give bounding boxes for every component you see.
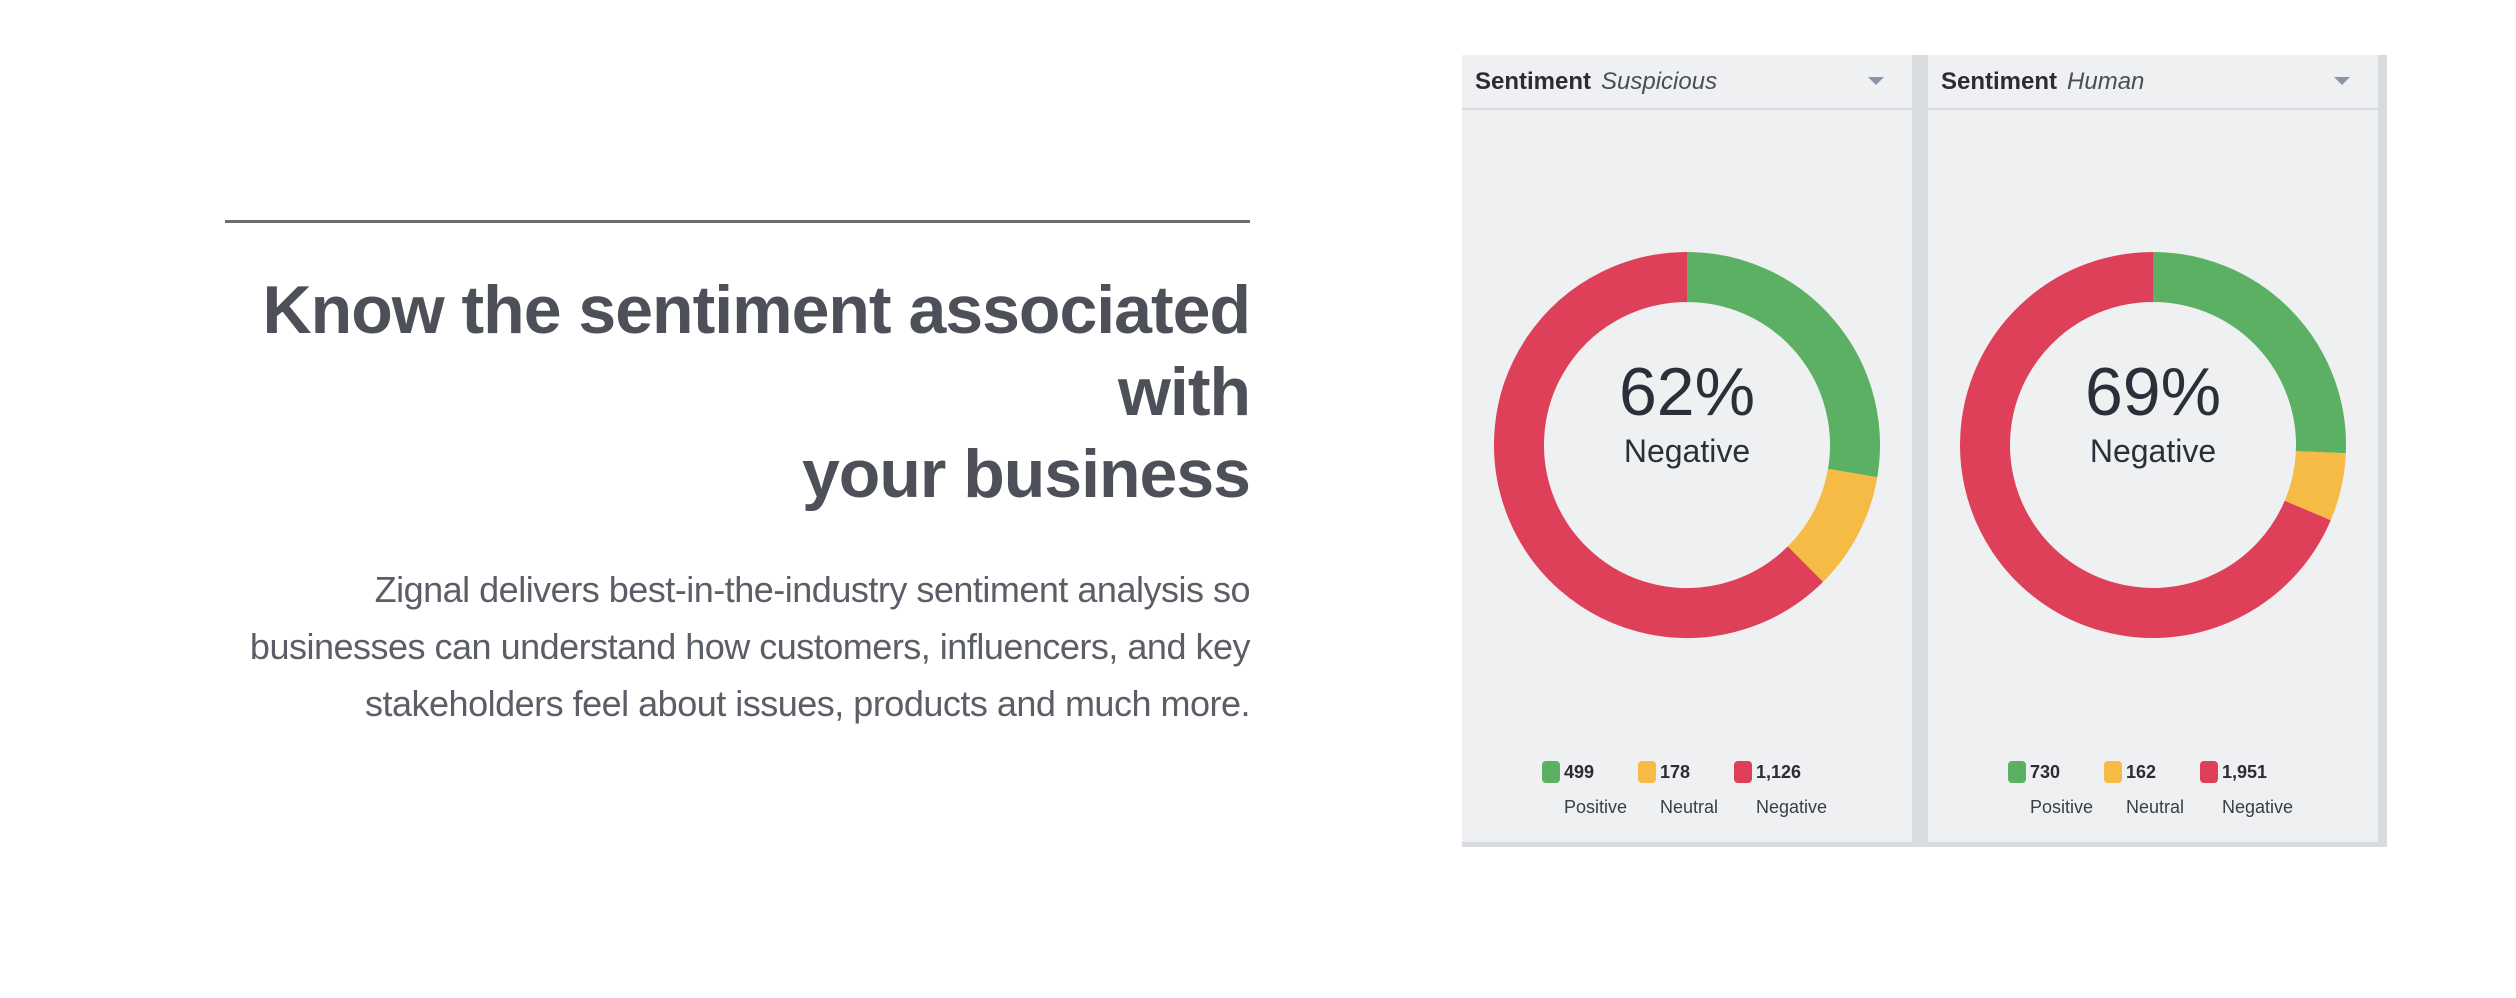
sentiment-panel-human: Sentiment Human 69% Negative 730 Positiv…	[1928, 55, 2378, 842]
headline-line-1: Know the sentiment associated with	[262, 272, 1251, 430]
dropdown-caret-icon[interactable]	[2334, 77, 2350, 85]
panel-title: Sentiment	[1475, 67, 1592, 95]
legend-count: 499	[1564, 761, 1595, 782]
body-text: Zignal delivers best-in-the-industry sen…	[225, 561, 1251, 732]
legend-count: 162	[2126, 761, 2157, 782]
donut-slice-negative	[1494, 252, 1824, 638]
legend-item-neutral: 178 Neutral	[1638, 761, 1734, 818]
legend-count: 730	[2030, 761, 2061, 782]
divider-rule	[225, 220, 1250, 223]
body-line-2: businesses can understand how customers,…	[249, 626, 1251, 667]
panel-subtitle: Suspicious	[1601, 67, 1718, 95]
body-line-1: Zignal delivers best-in-the-industry sen…	[374, 569, 1251, 610]
legend-label: Positive	[2030, 797, 2094, 817]
center-label: Negative	[1623, 433, 1751, 469]
panel-subtitle: Human	[2067, 67, 2145, 95]
legend-swatch	[2008, 761, 2026, 783]
panel-header[interactable]: Sentiment Suspicious	[1462, 55, 1912, 110]
legend-swatch	[1734, 761, 1752, 783]
legend-item-positive: 499 Positive	[1542, 761, 1638, 818]
legend-label: Negative	[1756, 797, 1828, 817]
donut-slice-positive	[1686, 252, 1880, 478]
legend-label: Positive	[1564, 797, 1628, 817]
legend-swatch	[1638, 761, 1656, 783]
donut-slice-neutral	[2284, 450, 2346, 521]
legend-swatch	[2200, 761, 2218, 783]
chart-legend: 499 Positive 178 Neutral 1,126 Negative	[1542, 761, 1844, 818]
sentiment-panel-suspicious: Sentiment Suspicious 62% Negative 499 Po…	[1462, 55, 1912, 842]
legend-swatch	[2104, 761, 2122, 783]
donut-chart	[1494, 252, 1880, 638]
donut-slice-positive	[2152, 252, 2346, 454]
legend-count: 178	[1660, 761, 1691, 782]
donut-chart	[1960, 252, 2346, 638]
legend-item-neutral: 162 Neutral	[2104, 761, 2200, 818]
center-label: Negative	[2089, 433, 2217, 469]
headline: Know the sentiment associated with your …	[225, 269, 1251, 515]
legend-label: Neutral	[1660, 797, 1719, 817]
legend-count: 1,126	[1756, 761, 1802, 782]
body-line-3: stakeholders feel about issues, products…	[365, 683, 1251, 724]
legend-item-negative: 1,126 Negative	[1734, 761, 1844, 818]
legend-item-negative: 1,951 Negative	[2200, 761, 2310, 818]
center-percentage: 62%	[1618, 354, 1756, 430]
legend-label: Neutral	[2126, 797, 2185, 817]
center-percentage: 69%	[2084, 354, 2222, 430]
panel-title: Sentiment	[1941, 67, 2058, 95]
chart-legend: 730 Positive 162 Neutral 1,951 Negative	[2008, 761, 2310, 818]
donut-slice-neutral	[1787, 468, 1878, 582]
hero-section: Know the sentiment associated with your …	[225, 220, 1251, 732]
dropdown-caret-icon[interactable]	[1868, 77, 1884, 85]
legend-label: Negative	[2222, 797, 2294, 817]
legend-count: 1,951	[2222, 761, 2268, 782]
panel-header[interactable]: Sentiment Human	[1928, 55, 2378, 110]
headline-line-2: your business	[801, 436, 1251, 512]
donut-slice-negative	[1960, 252, 2331, 638]
sentiment-widget: Sentiment Suspicious 62% Negative 499 Po…	[1462, 55, 2387, 847]
legend-swatch	[1542, 761, 1560, 783]
legend-item-positive: 730 Positive	[2008, 761, 2104, 818]
